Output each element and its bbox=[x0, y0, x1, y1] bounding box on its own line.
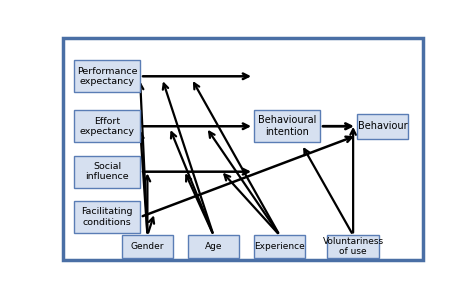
FancyBboxPatch shape bbox=[74, 201, 140, 233]
Text: Effort
expectancy: Effort expectancy bbox=[80, 117, 135, 136]
Text: Experience: Experience bbox=[254, 242, 305, 251]
Text: Social
influence: Social influence bbox=[85, 162, 129, 181]
FancyBboxPatch shape bbox=[254, 235, 305, 258]
Text: Voluntariness
of use: Voluntariness of use bbox=[323, 237, 383, 256]
FancyBboxPatch shape bbox=[122, 235, 173, 258]
FancyBboxPatch shape bbox=[188, 235, 239, 258]
FancyBboxPatch shape bbox=[254, 110, 320, 142]
Text: Performance
expectancy: Performance expectancy bbox=[77, 67, 137, 86]
Text: Behavioural
intention: Behavioural intention bbox=[258, 115, 316, 137]
FancyBboxPatch shape bbox=[328, 235, 379, 258]
FancyBboxPatch shape bbox=[74, 110, 140, 142]
FancyBboxPatch shape bbox=[357, 114, 408, 139]
Text: Facilitating
conditions: Facilitating conditions bbox=[81, 207, 133, 227]
FancyBboxPatch shape bbox=[74, 60, 140, 92]
Text: Age: Age bbox=[205, 242, 222, 251]
Text: Gender: Gender bbox=[131, 242, 164, 251]
FancyBboxPatch shape bbox=[63, 38, 423, 260]
Text: Behaviour: Behaviour bbox=[358, 121, 407, 131]
FancyBboxPatch shape bbox=[74, 156, 140, 188]
